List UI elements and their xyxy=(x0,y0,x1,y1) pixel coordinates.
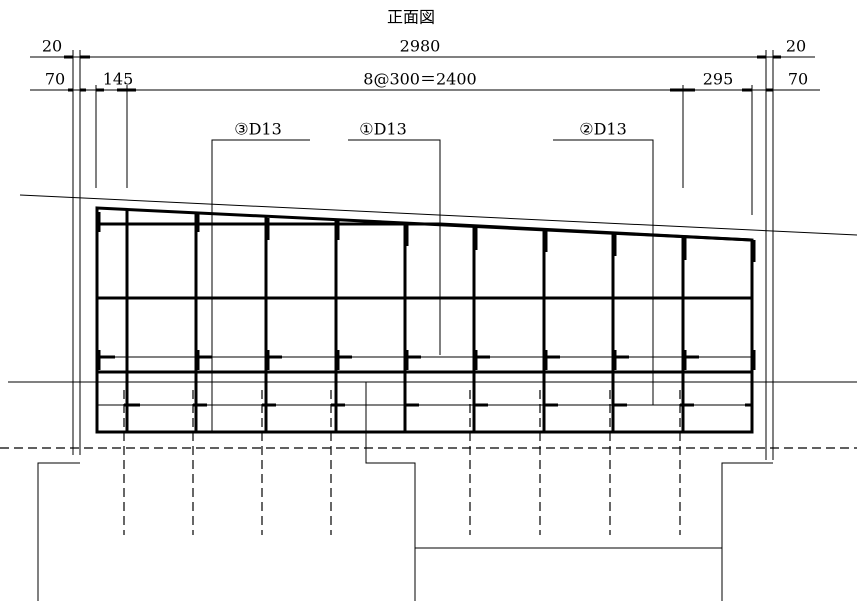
rebar-label: ②D13 xyxy=(579,120,627,139)
dim-text: 70 xyxy=(45,70,65,89)
dim-text: 70 xyxy=(788,70,808,89)
dim-text: 8@300＝2400 xyxy=(363,70,476,89)
dim-text: 20 xyxy=(42,37,62,56)
dim-text: 20 xyxy=(786,37,806,56)
piles xyxy=(123,390,681,535)
dim-text: 145 xyxy=(103,70,134,89)
dim-text: 295 xyxy=(703,70,734,89)
dimension-lines xyxy=(30,50,820,460)
outline xyxy=(0,194,857,601)
title: 正面図 xyxy=(387,8,435,27)
dim-text: 2980 xyxy=(400,37,441,56)
rebar-cage xyxy=(95,206,756,434)
leader-lines xyxy=(211,139,654,432)
rebar-label: ③D13 xyxy=(234,120,282,139)
rebar-label: ①D13 xyxy=(359,120,407,139)
